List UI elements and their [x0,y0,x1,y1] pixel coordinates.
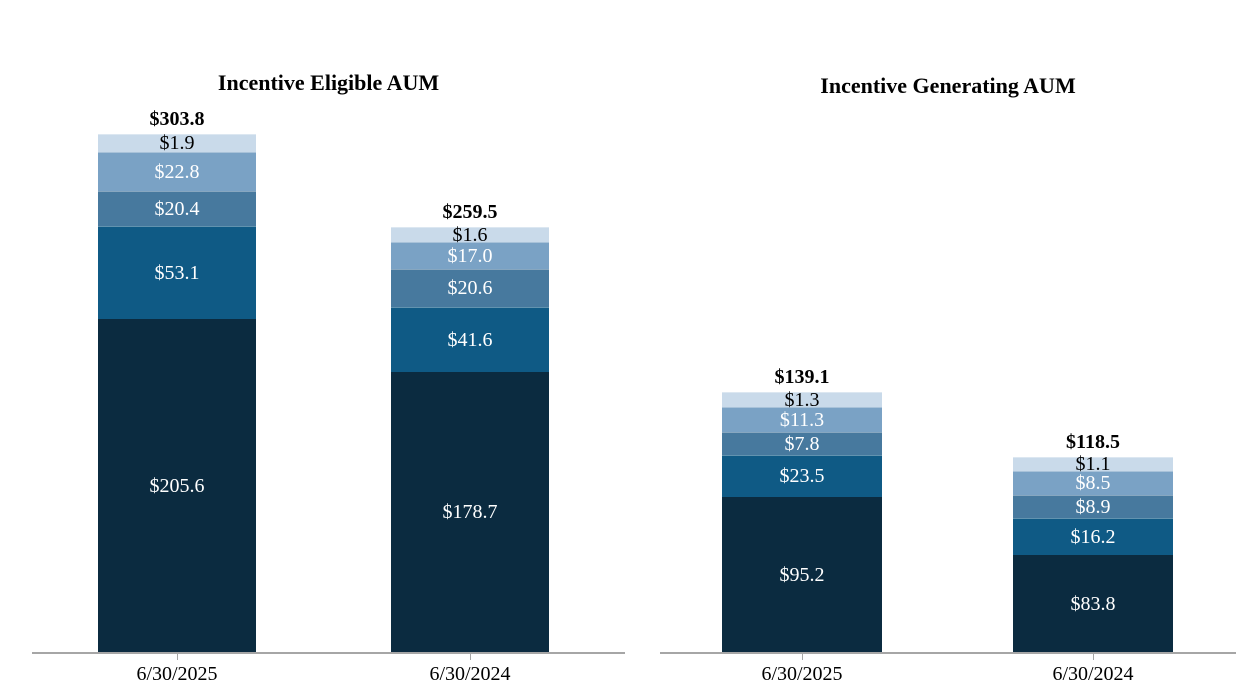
stacked-bar: $95.2 $23.5 $7.8 $11.3 $1.3 $139.1 [722,367,882,652]
bar-segment-tier-3: $8.9 [1013,495,1173,518]
x-axis-label: 6/30/2025 [136,663,218,685]
bar-segment-tier-2: $16.2 [1013,518,1173,555]
bar-segment-tier-2: $41.6 [391,307,549,372]
segment-value-label: $41.6 [447,328,493,351]
stacked-bar: $205.6 $53.1 $20.4 $22.8 $1.9 $303.8 [98,109,256,652]
bar-segment-tier-5-top: $1.3 [722,388,882,411]
bar-total-label: $303.8 [149,108,205,130]
bar-total-label: $139.1 [774,366,830,388]
chart-incentive-generating-aum: Incentive Generating AUM $95.2 $23.5 $7.8 $… [660,0,1236,696]
segment-value-label: $95.2 [779,563,825,586]
segment-value-label: $16.2 [1070,525,1116,548]
segment-value-label: $7.8 [784,432,820,455]
segment-value-label: $8.5 [1075,472,1111,494]
x-axis-tick [177,652,178,660]
stacked-bar: $83.8 $16.2 $8.9 $8.5 $1.1 $118.5 [1013,432,1173,652]
bar-total-label: $118.5 [1066,431,1120,453]
bar-segment-tier-4: $17.0 [391,242,549,269]
stacked-bar: $178.7 $41.6 $20.6 $17.0 $1.6 $259.5 [391,202,549,652]
segment-value-label: $53.1 [154,261,200,284]
x-axis-tick [470,652,471,660]
bar-segment-tier-3: $20.4 [98,191,256,226]
bar-segment-tier-4: $8.5 [1013,471,1173,495]
bar-segment-tier-3: $20.6 [391,269,549,307]
chart-title: Incentive Generating AUM [820,73,1076,99]
bar-segment-tier-4: $22.8 [98,152,256,191]
segment-value-label: $11.3 [779,408,825,431]
chart-incentive-eligible-aum: Incentive Eligible AUM $205.6 $53.1 $20.4 $… [32,0,625,696]
segment-value-label: $20.6 [447,277,493,299]
segment-value-label: $205.6 [149,474,205,497]
bar-segment-tier-2: $23.5 [722,455,882,497]
segment-value-label: $83.8 [1070,592,1116,615]
x-axis-tick [1093,652,1094,660]
bar-segment-tier-1-bottom: $205.6 [98,319,256,652]
bar-segment-tier-1-bottom: $95.2 [722,497,882,652]
bar-segment-tier-5-top: $1.1 [1013,453,1173,475]
segment-value-label: $1.1 [1075,453,1111,475]
bar-total-label: $259.5 [442,201,498,223]
x-axis-label: 6/30/2024 [1052,663,1134,685]
x-axis-line [32,652,625,654]
bar-segment-tier-5-top: $1.9 [98,132,256,154]
bar-segment-tier-2: $53.1 [98,226,256,319]
segment-value-label: $22.8 [154,160,200,183]
segment-value-label: $1.6 [452,223,488,246]
segment-value-label: $23.5 [779,465,825,487]
x-axis-label: 6/30/2024 [429,663,511,685]
bar-segment-tier-5-top: $1.6 [391,223,549,246]
segment-value-label: $1.9 [159,132,195,154]
bar-segment-tier-3: $7.8 [722,432,882,455]
bar-segment-tier-4: $11.3 [722,407,882,432]
x-axis-line [660,652,1236,654]
segment-value-label: $1.3 [784,388,820,411]
x-axis-tick [802,652,803,660]
bar-segment-tier-1-bottom: $178.7 [391,372,549,652]
chart-title: Incentive Eligible AUM [217,70,440,96]
segment-value-label: $20.4 [154,197,200,220]
segment-value-label: $8.9 [1075,495,1111,518]
bar-segment-tier-1-bottom: $83.8 [1013,555,1173,652]
segment-value-label: $178.7 [442,501,498,523]
x-axis-label: 6/30/2025 [761,663,843,685]
segment-value-label: $17.0 [447,244,493,267]
